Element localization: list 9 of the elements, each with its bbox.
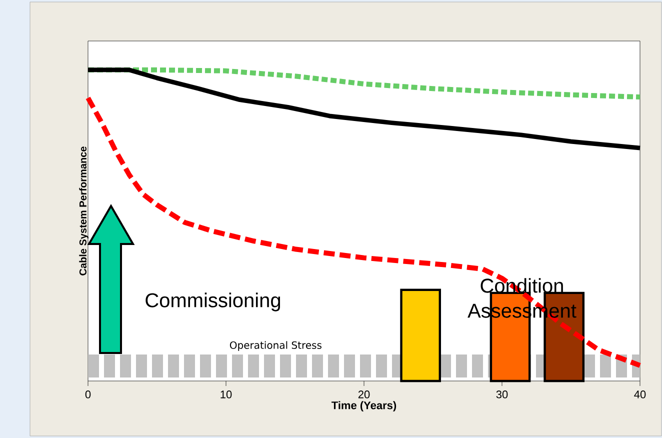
x-tick-label: 0 [85, 390, 91, 398]
x-tick-label: 10 [220, 390, 232, 398]
x-tick-label: 40 [634, 390, 646, 398]
x-tick-label: 20 [358, 390, 370, 398]
series-label: Operational Stress [230, 341, 322, 351]
x-axis-title: Time (Years) [332, 401, 396, 412]
y-axis-title: Cable System Performance [79, 146, 88, 276]
annotation: Commissioning [146, 292, 280, 312]
x-tick-label: 30 [496, 390, 508, 398]
